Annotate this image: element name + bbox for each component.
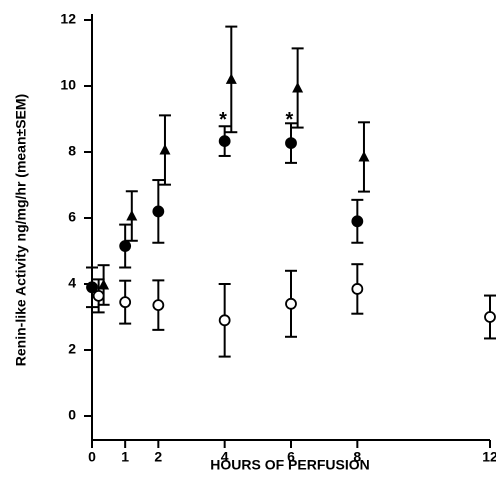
x-tick-label: 0 (88, 449, 96, 465)
annotation: * (285, 109, 293, 131)
x-tick-label: 2 (154, 449, 162, 465)
x-tick-label: 12 (482, 449, 496, 465)
point (152, 205, 165, 218)
y-tick-label: 2 (68, 341, 76, 357)
point (358, 150, 370, 162)
y-tick-label: 10 (60, 77, 76, 93)
point (119, 240, 132, 252)
x-tick-label: 4 (221, 449, 229, 465)
point (218, 314, 231, 327)
point (484, 311, 496, 323)
point (98, 278, 110, 290)
y-tick-label: 8 (68, 143, 76, 159)
x-axis-label: HOURS OF PERFUSION (210, 457, 369, 473)
point (126, 210, 138, 221)
y-tick-label: 0 (68, 407, 76, 423)
y-axis-label: Renin-like Activity ng/mg/hr (mean±SEM) (13, 94, 29, 366)
x-tick-label: 8 (353, 449, 361, 465)
point (292, 81, 304, 93)
point (159, 144, 171, 155)
y-tick-label: 4 (68, 275, 76, 291)
point (351, 215, 364, 228)
point (351, 283, 364, 295)
point (285, 137, 297, 149)
point (92, 289, 105, 302)
point (119, 296, 132, 309)
annotation: * (219, 109, 227, 131)
point (218, 135, 231, 148)
point (225, 73, 237, 84)
x-tick-label: 6 (287, 449, 295, 465)
point (152, 299, 165, 312)
x-tick-label: 1 (121, 449, 129, 465)
point (285, 297, 297, 310)
y-tick-label: 6 (68, 209, 76, 225)
point (86, 281, 98, 294)
y-tick-label: 12 (60, 11, 76, 27)
